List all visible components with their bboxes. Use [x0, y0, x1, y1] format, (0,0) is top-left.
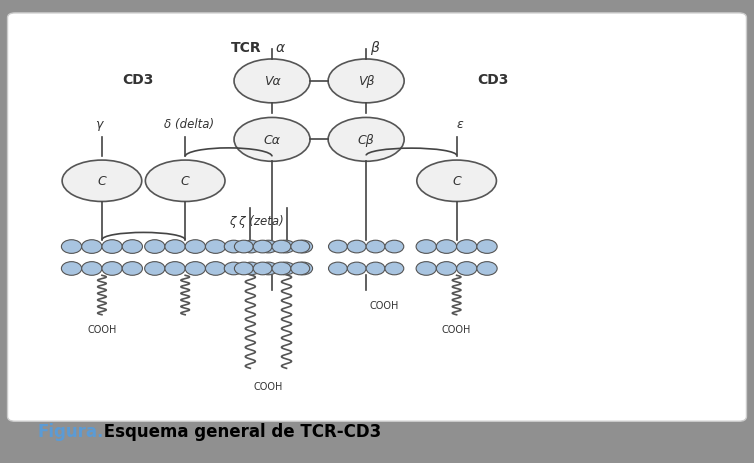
Circle shape — [61, 240, 81, 254]
Circle shape — [259, 263, 277, 275]
Circle shape — [277, 263, 296, 275]
Text: Cβ: Cβ — [357, 133, 375, 147]
Circle shape — [234, 241, 253, 253]
Text: Figura.: Figura. — [38, 422, 104, 439]
Circle shape — [122, 240, 143, 254]
Text: TCR: TCR — [231, 41, 261, 55]
Text: CD3: CD3 — [122, 73, 154, 87]
Circle shape — [253, 263, 272, 275]
Text: COOH: COOH — [442, 325, 471, 335]
Circle shape — [272, 263, 291, 275]
Text: CD3: CD3 — [477, 73, 508, 87]
Text: β: β — [369, 41, 379, 55]
Circle shape — [145, 240, 165, 254]
Circle shape — [348, 241, 366, 253]
Text: C: C — [97, 175, 106, 188]
Circle shape — [253, 241, 272, 253]
Circle shape — [457, 262, 477, 275]
Text: Esquema general de TCR-CD3: Esquema general de TCR-CD3 — [98, 422, 382, 439]
Circle shape — [366, 241, 385, 253]
Circle shape — [437, 240, 457, 254]
Circle shape — [234, 263, 253, 275]
Ellipse shape — [234, 118, 310, 162]
Circle shape — [185, 262, 205, 275]
Circle shape — [457, 240, 477, 254]
Circle shape — [477, 240, 497, 254]
Circle shape — [185, 240, 205, 254]
Circle shape — [145, 262, 165, 275]
Circle shape — [277, 241, 296, 253]
Ellipse shape — [328, 60, 404, 104]
Circle shape — [61, 262, 81, 275]
Circle shape — [272, 241, 291, 253]
Text: α: α — [276, 41, 285, 55]
Text: Cα: Cα — [264, 133, 280, 147]
Text: COOH: COOH — [369, 300, 399, 311]
Circle shape — [294, 241, 313, 253]
Ellipse shape — [146, 161, 225, 202]
Circle shape — [81, 240, 102, 254]
Circle shape — [165, 240, 185, 254]
Circle shape — [241, 241, 260, 253]
Circle shape — [205, 240, 225, 254]
Circle shape — [291, 241, 310, 253]
Text: γ: γ — [95, 117, 102, 131]
Ellipse shape — [328, 118, 404, 162]
Circle shape — [122, 262, 143, 275]
Circle shape — [416, 240, 437, 254]
Circle shape — [385, 241, 404, 253]
Circle shape — [102, 240, 122, 254]
Circle shape — [165, 262, 185, 275]
Circle shape — [241, 263, 260, 275]
Ellipse shape — [417, 161, 496, 202]
Circle shape — [205, 262, 225, 275]
Text: COOH: COOH — [87, 325, 117, 335]
Circle shape — [437, 262, 457, 275]
Text: Vβ: Vβ — [358, 75, 375, 88]
Circle shape — [224, 241, 243, 253]
Circle shape — [291, 263, 310, 275]
Ellipse shape — [234, 60, 310, 104]
Circle shape — [259, 241, 277, 253]
Circle shape — [102, 262, 122, 275]
Circle shape — [385, 263, 404, 275]
Text: C: C — [181, 175, 189, 188]
Text: δ (delta): δ (delta) — [164, 117, 214, 131]
Circle shape — [348, 263, 366, 275]
Circle shape — [294, 263, 313, 275]
Circle shape — [224, 263, 243, 275]
Ellipse shape — [62, 161, 142, 202]
Circle shape — [416, 262, 437, 275]
Circle shape — [477, 262, 497, 275]
Circle shape — [329, 241, 348, 253]
Circle shape — [329, 263, 348, 275]
Circle shape — [366, 263, 385, 275]
Circle shape — [81, 262, 102, 275]
Text: COOH: COOH — [254, 381, 283, 391]
Text: ζ ζ (zeta): ζ ζ (zeta) — [228, 214, 284, 227]
Text: Vα: Vα — [264, 75, 280, 88]
Text: ε: ε — [457, 117, 464, 131]
Text: C: C — [452, 175, 461, 188]
